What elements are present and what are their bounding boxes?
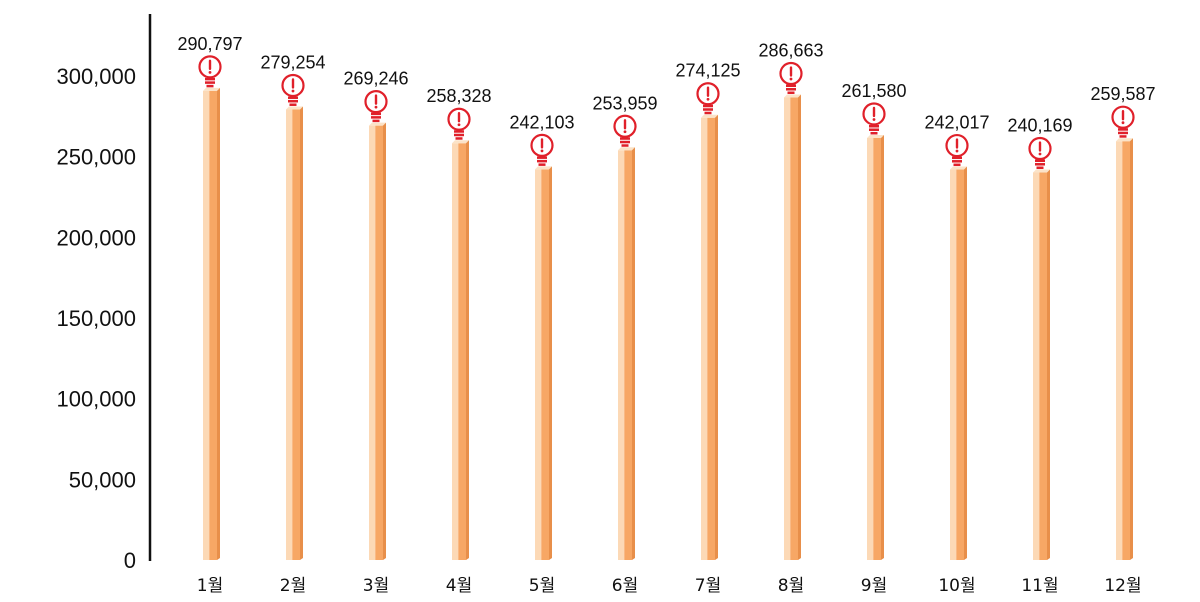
bar [1116, 138, 1133, 560]
data-label: 258,328 [426, 86, 491, 106]
bar [618, 147, 635, 560]
data-label: 290,797 [177, 34, 242, 54]
lightbulb-exclamation-icon [613, 114, 637, 147]
lightbulb-exclamation-icon [530, 133, 554, 166]
y-tick-label: 300,000 [56, 64, 136, 89]
marker-icons [198, 55, 1135, 170]
lightbulb-exclamation-icon [447, 107, 471, 140]
bar [950, 166, 967, 561]
x-tick-label: 3월 [363, 576, 389, 596]
bar [867, 134, 884, 561]
y-tick-label: 0 [124, 548, 136, 573]
x-tick-label: 8월 [778, 576, 804, 596]
data-labels: 290,797 279,254 269,246 258,328 242,103 253,9… [177, 34, 1155, 136]
lightbulb-exclamation-icon [198, 55, 222, 88]
bar [203, 87, 220, 560]
lightbulb-exclamation-icon [364, 90, 388, 123]
lightbulb-exclamation-icon [945, 133, 969, 167]
bar [784, 94, 801, 560]
lightbulb-exclamation-icon [862, 102, 886, 135]
y-tick-label: 50,000 [69, 467, 136, 492]
y-tick-label: 100,000 [56, 387, 136, 412]
bar [701, 114, 718, 561]
x-tick-label: 1월 [197, 576, 223, 596]
lightbulb-exclamation-icon [696, 82, 720, 115]
x-tick-label: 5월 [529, 576, 555, 596]
data-label: 259,587 [1090, 84, 1155, 104]
x-tick-label: 2월 [280, 576, 306, 596]
data-label: 253,959 [592, 93, 657, 113]
data-label: 242,017 [924, 113, 989, 133]
y-tick-label: 250,000 [56, 145, 136, 170]
lightbulb-exclamation-icon [779, 61, 803, 95]
bar [535, 166, 552, 560]
x-tick-label: 11월 [1021, 576, 1058, 596]
lightbulb-exclamation-icon [1111, 105, 1135, 138]
data-label: 269,246 [343, 69, 408, 89]
y-axis-ticks: 0 50,000 100,000 150,000 200,000 250,000 300,0… [56, 64, 136, 573]
x-tick-label: 6월 [612, 576, 638, 596]
x-tick-label: 9월 [861, 576, 887, 596]
data-label: 240,169 [1007, 116, 1072, 136]
bar [1033, 169, 1050, 560]
lightbulb-exclamation-icon [1028, 136, 1052, 170]
x-axis-ticks: 1월 2월 3월 4월 5월 6월 7월 8월 9월 10월 11월 12월 [197, 576, 1142, 596]
x-tick-label: 10월 [938, 576, 975, 596]
y-tick-label: 150,000 [56, 306, 136, 331]
x-tick-label: 7월 [695, 576, 721, 596]
bar [452, 140, 469, 560]
data-label: 274,125 [675, 61, 740, 81]
x-tick-label: 12월 [1104, 576, 1141, 596]
data-label: 261,580 [841, 81, 906, 101]
bars [203, 87, 1133, 561]
data-label: 242,103 [509, 112, 574, 132]
bar [369, 122, 386, 560]
x-tick-label: 4월 [446, 576, 472, 596]
lightbulb-exclamation-icon [281, 73, 305, 106]
data-label: 279,254 [260, 52, 325, 72]
y-tick-label: 200,000 [56, 225, 136, 250]
data-label: 286,663 [758, 41, 823, 61]
bar [286, 106, 303, 560]
